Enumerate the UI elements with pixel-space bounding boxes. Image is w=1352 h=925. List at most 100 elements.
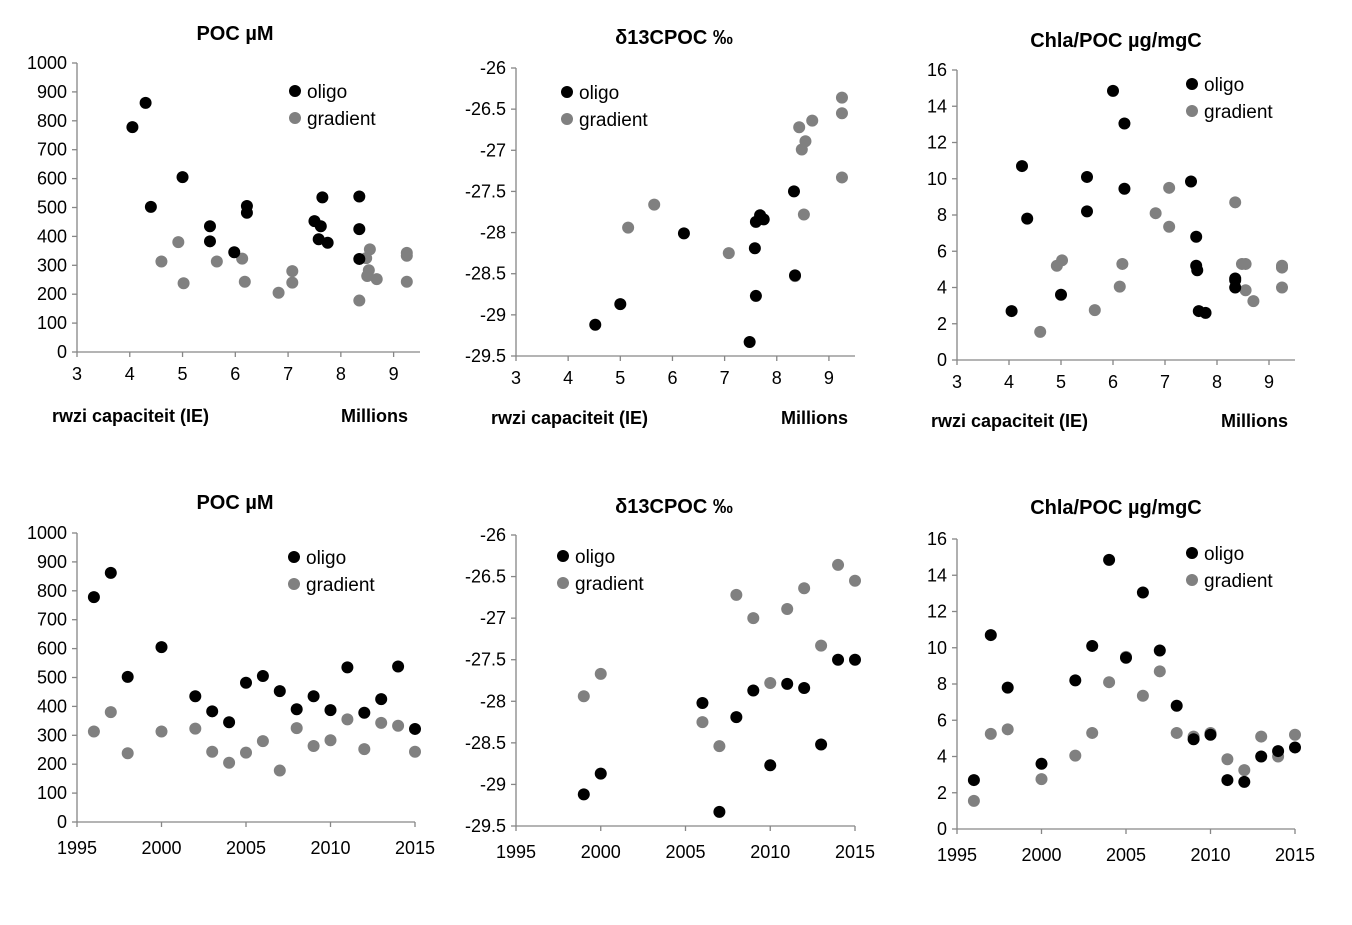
oligo-point (789, 269, 802, 282)
gradient-point (696, 716, 709, 729)
oligo-point (798, 681, 811, 694)
y-tick-label: -26.5 (465, 99, 506, 119)
oligo-point (1035, 757, 1048, 770)
chart-panel-4: POC µM 0 100 200 300 400 500 600 700 800 900 1000 19… (27, 492, 435, 858)
oligo-point (1185, 175, 1197, 188)
oligo-point (594, 767, 607, 780)
oligo-point (1081, 205, 1093, 218)
oligo-point (358, 706, 371, 719)
y-tick-label: 6 (937, 241, 947, 261)
oligo-point (273, 685, 286, 698)
x-tick-label: 2000 (581, 842, 621, 862)
chart-panel-3: Chla/POC µg/mgC 0 2 4 6 8 10 12 14 16 3 4 5 6 7 8 9 rwzi … (927, 30, 1295, 431)
gradient-point (1170, 726, 1183, 739)
oligo-point (696, 696, 709, 709)
x-tick-label: 2015 (835, 842, 875, 862)
gradient-point (392, 719, 405, 732)
legend-label-gradient: gradient (579, 110, 648, 131)
legend-marker-gradient (1186, 105, 1198, 117)
x-tick-label: 2000 (141, 838, 181, 858)
gradient-point (286, 276, 299, 289)
y-tick-label: 4 (937, 278, 947, 298)
y-tick-label: 0 (937, 819, 947, 839)
oligo-point (1081, 170, 1093, 183)
oligo-point (748, 242, 761, 255)
y-tick-label: 12 (927, 602, 947, 622)
gradient-point (155, 725, 168, 738)
y-tick-label: -26 (480, 525, 506, 545)
x-tick-label: 1995 (57, 838, 97, 858)
legend-marker-oligo (1186, 78, 1198, 90)
y-tick-label: 400 (37, 696, 67, 716)
gradient-point (1001, 723, 1014, 736)
gradient-point (121, 747, 134, 760)
oligo-point (730, 711, 743, 724)
oligo-point (87, 591, 100, 604)
y-tick-label: -28.5 (465, 733, 506, 753)
oligo-point (614, 298, 627, 311)
gradient-point (1239, 257, 1252, 270)
gradient-point (1149, 207, 1162, 220)
oligo-point (314, 220, 327, 233)
gradient-point (798, 582, 811, 595)
gradient-point (984, 727, 997, 740)
gradient-point (1276, 281, 1288, 294)
oligo-point (1118, 117, 1131, 130)
oligo-point (324, 704, 337, 717)
gradient-point (793, 121, 806, 134)
oligo-point (1229, 272, 1242, 285)
chart-panel-2: δ13CPOC ‰ -29.5 -29 -28.5 -28 -27.5 -27 -26.5 -2… (465, 27, 855, 428)
gradient-point (815, 639, 828, 652)
y-tick-label: 0 (57, 342, 67, 362)
oligo-point (392, 660, 405, 673)
x-tick-label: 8 (336, 364, 346, 384)
y-tick-label: 700 (37, 610, 67, 630)
gradient-point (272, 286, 285, 299)
chart-title: POC µM (196, 23, 273, 45)
y-tick-label: 200 (37, 754, 67, 774)
gradient-point (155, 255, 168, 268)
y-tick-label: 12 (927, 133, 947, 153)
oligo-point (781, 677, 794, 690)
oligo-point (1153, 644, 1166, 657)
gradient-point (189, 722, 202, 735)
x-tick-label: 8 (772, 368, 782, 388)
oligo-point (815, 738, 828, 751)
y-tick-label: -27.5 (465, 181, 506, 201)
oligo-point (1229, 281, 1242, 294)
gradient-point (1163, 181, 1176, 194)
gradient-point (835, 171, 848, 184)
gradient-point (835, 91, 848, 104)
y-tick-label: 0 (937, 350, 947, 370)
oligo-point (1021, 212, 1034, 225)
gradient-point (722, 247, 735, 260)
gradient-point (1247, 295, 1260, 308)
gradient-point (1289, 728, 1301, 741)
gradient-point (409, 745, 421, 758)
gradient-point (799, 135, 812, 148)
gradient-point (375, 716, 388, 729)
gradient-point (797, 208, 810, 221)
oligo-point (206, 705, 219, 718)
y-tick-label: 600 (37, 169, 67, 189)
y-tick-label: 8 (937, 205, 947, 225)
x-tick-label: 2005 (1106, 845, 1146, 865)
x-tick-label: 2010 (1190, 845, 1230, 865)
y-tick-label: 300 (37, 255, 67, 275)
gradient-point (286, 265, 299, 278)
gradient-point (290, 722, 303, 735)
oligo-point (341, 661, 354, 674)
y-tick-label: 1000 (27, 53, 67, 73)
gradient-point (307, 739, 320, 752)
legend-label-gradient: gradient (306, 575, 375, 596)
x-tick-label: 2000 (1021, 845, 1061, 865)
y-tick-label: 100 (37, 783, 67, 803)
x-tick-label: 7 (1160, 372, 1170, 392)
oligo-point (1016, 160, 1028, 173)
x-tick-label: 9 (824, 368, 834, 388)
oligo-point (1136, 586, 1149, 599)
gradient-point (363, 243, 376, 256)
oligo-point (1118, 182, 1131, 195)
x-tick-label: 5 (178, 364, 188, 384)
